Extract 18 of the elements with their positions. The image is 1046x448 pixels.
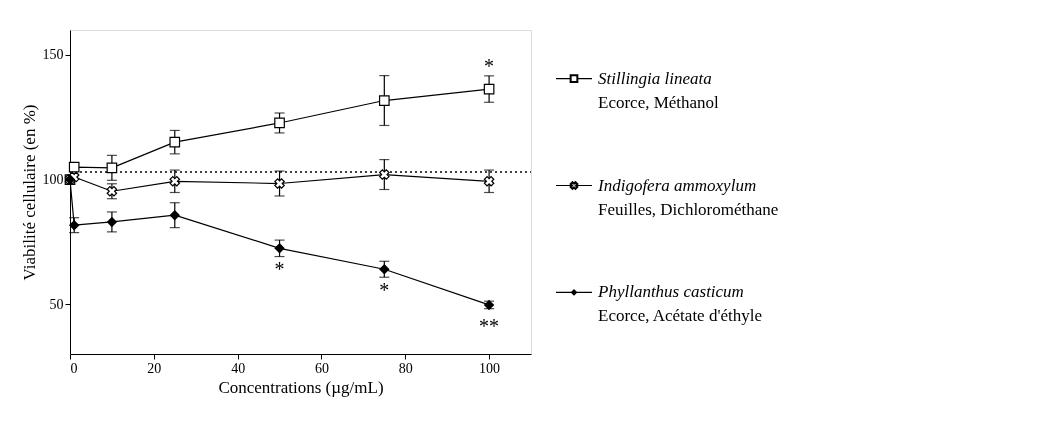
x-tick-label: 40 — [231, 360, 246, 376]
annotation: * — [484, 55, 495, 78]
x-tick-label: 60 — [314, 360, 329, 376]
x-tick-label: 80 — [398, 360, 413, 376]
x-tick-label: 0 — [70, 360, 78, 376]
y-tick-label: 150 — [42, 47, 64, 63]
legend-label: Stillingia lineata Ecorce, Méthanol — [598, 68, 720, 112]
x-axis-title: Concentrations (µg/mL) — [218, 377, 384, 397]
legend-label: Indigofera ammoxylum Feuilles, Dichlorométhane — [597, 175, 779, 219]
y-tick-label: 50 — [49, 296, 64, 312]
x-tick-label: 100 — [479, 360, 501, 376]
y-tick-label: 100 — [42, 172, 64, 188]
x-tick-label: 20 — [147, 360, 162, 376]
annotation: * — [379, 279, 390, 302]
annotation: ** — [479, 314, 500, 337]
y-axis-title: Viabilité cellulaire (en %) — [19, 104, 39, 281]
annotation: * — [274, 258, 285, 281]
legend-label: Phyllanthus casticum Ecorce, Acétate d'éthyle — [597, 282, 762, 326]
